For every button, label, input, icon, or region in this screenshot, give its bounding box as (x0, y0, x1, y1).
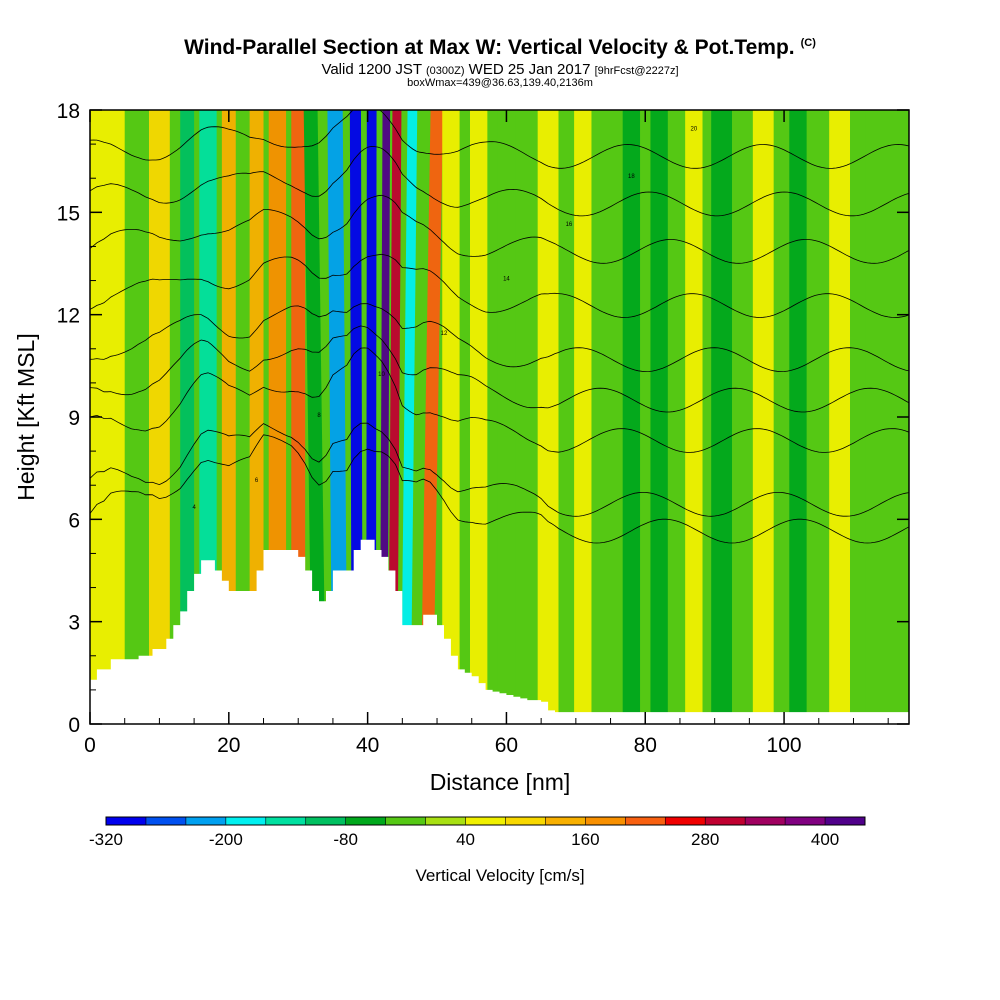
velocity-band-1 (148, 110, 170, 724)
velocity-band-15 (420, 110, 444, 724)
contour-line-12 (90, 303, 909, 373)
x-axis-label: Distance [nm] (430, 769, 571, 795)
y-axis-label: Height [Kft MSL] (13, 333, 39, 500)
colorbar-swatch-15 (705, 817, 746, 825)
velocity-band-18 (497, 110, 516, 724)
colorbar-swatch-11 (545, 817, 586, 825)
velocity-band-20 (574, 110, 592, 724)
contour-label-20: 20 (690, 126, 697, 132)
colorbar-title: Vertical Velocity [cm/s] (415, 866, 584, 885)
forecast-info: [9hrFcst@2227z] (594, 65, 679, 77)
x-tick-label-0: 0 (84, 734, 96, 757)
velocity-band-8 (303, 110, 326, 724)
colorbar-swatch-4 (265, 817, 307, 825)
colorbar-tick-label-40: 40 (456, 830, 475, 849)
velocity-band-4 (221, 110, 236, 724)
colorbar-swatch-9 (465, 817, 506, 825)
x-tick-label-20: 20 (217, 734, 240, 757)
velocity-band-27 (829, 110, 851, 724)
colorbar-swatch-16 (745, 817, 786, 825)
colorbar-tick-label-280: 280 (691, 830, 719, 849)
velocity-band-23 (685, 110, 703, 724)
x-tick-label-100: 100 (767, 734, 802, 757)
x-tick-label-40: 40 (356, 734, 379, 757)
contour-label-12: 12 (441, 331, 448, 337)
colorbar-swatch-13 (625, 817, 666, 825)
colorbar-tick-label-160: 160 (571, 830, 599, 849)
chart-title: Wind-Parallel Section at Max W: Vertical… (0, 36, 1000, 60)
contour-line-18 (90, 146, 909, 217)
x-tick-label-80: 80 (634, 734, 657, 757)
contour-label-8: 8 (317, 413, 321, 419)
axes: 0 20 40 60 80 100 0 3 6 9 12 15 18 (57, 100, 909, 757)
colorbar-swatch-3 (225, 817, 267, 825)
velocity-band-2 (180, 110, 195, 724)
colorbar-swatch-6 (345, 817, 387, 825)
colorbar-tick-label--320: -320 (89, 830, 123, 849)
colorbar-swatch-5 (305, 817, 347, 825)
pot-temp-contours: 4 6 8 10 12 14 16 18 20 (90, 110, 909, 544)
contour-line-4 (90, 434, 909, 544)
terrain-mask (90, 539, 909, 724)
contour-label-4: 4 (192, 505, 196, 511)
velocity-band-26 (789, 110, 807, 724)
box-info: boxWmax=439@36.63,139.40,2136m (407, 77, 593, 89)
velocity-band-17 (470, 110, 488, 724)
zulu-time: (0300Z) (425, 65, 465, 77)
colorbar-swatch-2 (185, 817, 227, 825)
y-tick-label-6: 6 (68, 509, 80, 532)
colorbar-swatch-18 (825, 817, 866, 825)
colorbar-swatch-10 (505, 817, 546, 825)
colorbar-swatch-8 (425, 817, 467, 825)
contour-line-8 (90, 347, 909, 453)
colorbar-swatch-7 (385, 817, 427, 825)
y-tick-label-12: 12 (57, 305, 80, 328)
colorbar-tick-label--200: -200 (209, 830, 243, 849)
velocity-band-19 (537, 110, 559, 724)
chart-subtitle: Valid 1200 JST (0300Z) WED 25 Jan 2017 [… (0, 61, 1000, 78)
y-tick-label-0: 0 (68, 714, 80, 737)
y-tick-label-3: 3 (68, 612, 80, 635)
velocity-band-28 (865, 110, 883, 724)
x-tick-label-60: 60 (495, 734, 518, 757)
colorbar-swatch-0 (106, 817, 147, 825)
y-tick-label-9: 9 (68, 407, 80, 430)
contour-line-16 (90, 194, 909, 264)
valid-date: WED 25 Jan 2017 (468, 61, 591, 78)
contour-label-14: 14 (503, 277, 510, 283)
contour-line-20 (90, 110, 909, 169)
velocity-band-14 (400, 110, 418, 724)
contour-line-10 (90, 325, 909, 413)
colorbar-swatch-14 (665, 817, 706, 825)
colorbar-swatch-17 (785, 817, 826, 825)
velocity-band-16 (442, 110, 460, 724)
contour-label-18: 18 (628, 174, 635, 180)
contour-label-10: 10 (378, 372, 385, 378)
velocity-band-25 (752, 110, 774, 724)
velocity-band-22 (650, 110, 668, 724)
colorbar-tick-label-400: 400 (811, 830, 839, 849)
velocity-band-24 (711, 110, 733, 724)
y-tick-label-18: 18 (57, 100, 80, 123)
colorbar-swatch-12 (585, 817, 626, 825)
contour-label-16: 16 (566, 222, 573, 228)
colorbar-swatch-1 (145, 817, 187, 825)
contour-line-14 (90, 253, 909, 318)
valid-time: Valid 1200 JST (321, 61, 422, 78)
contour-line-6 (90, 422, 909, 517)
colorbar-tick-label--80: -80 (333, 830, 358, 849)
contour-label-6: 6 (255, 478, 259, 484)
velocity-band-0 (90, 110, 125, 724)
velocity-band-21 (622, 110, 641, 724)
copyright-mark: (C) (800, 37, 816, 49)
title-main: Wind-Parallel Section at Max W: Vertical… (184, 36, 795, 59)
colorbar: -320 -200 -80 40 160 280 400 (89, 816, 866, 849)
y-tick-label-15: 15 (57, 202, 80, 225)
